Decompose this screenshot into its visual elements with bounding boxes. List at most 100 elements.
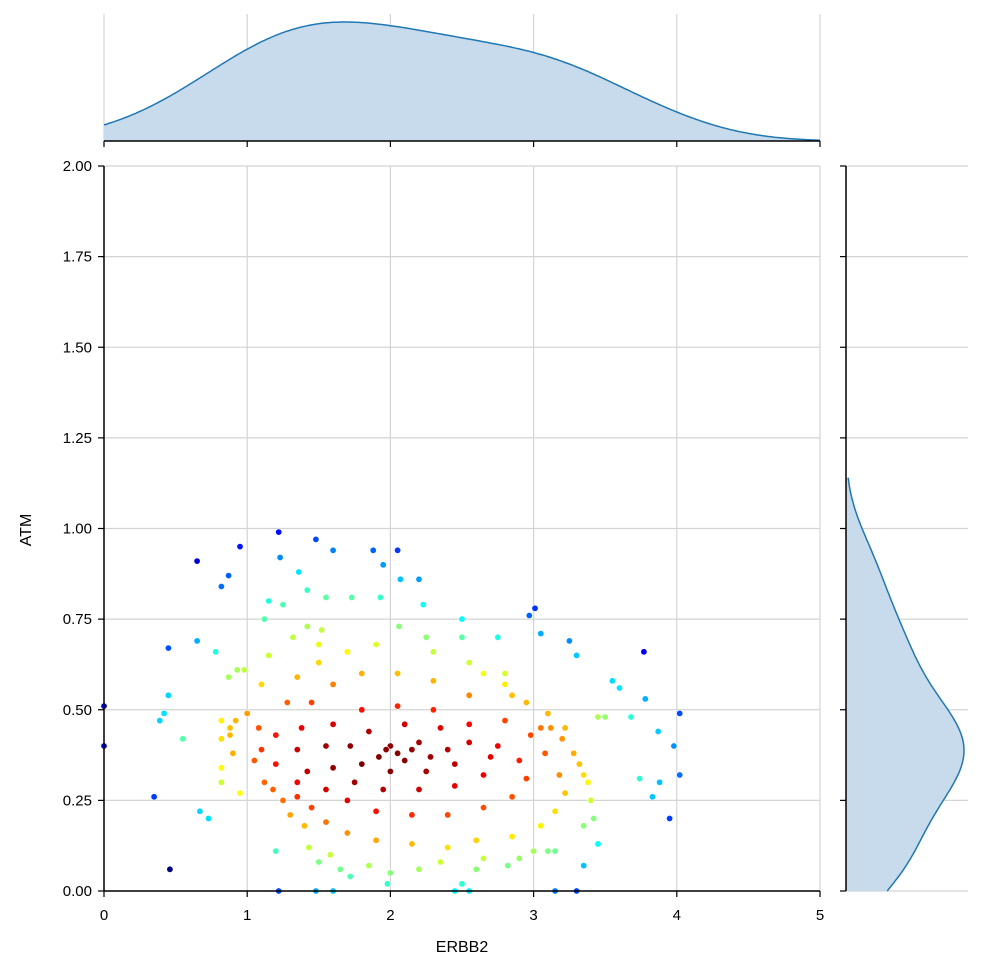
scatter-point [458, 615, 466, 623]
scatter-point [305, 843, 313, 851]
top-marginal-kde [103, 21, 821, 141]
scatter-point [329, 546, 337, 554]
scatter-point [275, 528, 283, 536]
scatter-point [670, 742, 678, 750]
scatter-point [541, 749, 549, 757]
scatter-point [561, 724, 569, 732]
scatter-point [472, 865, 480, 873]
scatter-point [293, 746, 301, 754]
scatter-point [351, 778, 359, 786]
scatter-point [415, 785, 423, 793]
scatter-point [383, 880, 391, 888]
scatter-point [217, 764, 225, 772]
scatter-point [225, 673, 233, 681]
scatter-point [369, 546, 377, 554]
scatter-point [580, 862, 588, 870]
scatter-point [458, 880, 466, 888]
scatter-point [179, 735, 187, 743]
scatter-point [276, 553, 284, 561]
scatter-point [487, 753, 495, 761]
scatter-point [494, 633, 502, 641]
scatter-point [508, 793, 516, 801]
scatter-point [343, 829, 351, 837]
scatter-point [429, 677, 437, 685]
scatter-point [479, 771, 487, 779]
scatter-point [300, 822, 308, 830]
axes-lines [103, 140, 847, 892]
scatter-point [504, 862, 512, 870]
scatter-point [217, 778, 225, 786]
scatter-point [286, 811, 294, 819]
scatter-point [365, 862, 373, 870]
scatter-point [279, 601, 287, 609]
scatter-point [531, 604, 539, 612]
scatter-point [293, 778, 301, 786]
scatter-point [508, 691, 516, 699]
scatter-point [401, 756, 409, 764]
scatter-point [522, 698, 530, 706]
scatter-point [429, 648, 437, 656]
x-axis-label: ERBB2 [436, 939, 489, 956]
scatter-point [522, 775, 530, 783]
scatter-point [283, 698, 291, 706]
scatter-point [260, 615, 268, 623]
scatter-point [303, 586, 311, 594]
scatter-point [329, 720, 337, 728]
scatter-point [358, 760, 366, 768]
scatter-point [226, 724, 234, 732]
scatter-point [422, 633, 430, 641]
scatter-point [365, 727, 373, 735]
scatter-point [322, 818, 330, 826]
scatter-point [570, 749, 578, 757]
scatter-point [565, 637, 573, 645]
scatter-point [225, 572, 233, 580]
scatter-point [494, 742, 502, 750]
scatter-point [465, 659, 473, 667]
scatter-point [594, 840, 602, 848]
scatter-point [458, 633, 466, 641]
scatter-point [501, 717, 509, 725]
scatter-point [298, 724, 306, 732]
scatter-point [358, 706, 366, 714]
scatter-point [196, 807, 204, 815]
scatter-point [594, 713, 602, 721]
scatter-point [451, 782, 459, 790]
scatter-point [472, 836, 480, 844]
scatter-point [436, 724, 444, 732]
scatter-point [312, 535, 320, 543]
scatter-point [408, 811, 416, 819]
right-marginal-kde [846, 477, 965, 892]
scatter-point [240, 666, 248, 674]
scatter-point [226, 731, 234, 739]
scatter-point [608, 677, 616, 685]
scatter-point [329, 764, 337, 772]
scatter-point [415, 738, 423, 746]
scatter-point [590, 814, 598, 822]
scatter-point [501, 669, 509, 677]
scatter-point [336, 865, 344, 873]
scatter-point [537, 724, 545, 732]
scatter-point [233, 666, 241, 674]
y-tick-label: 1.75 [63, 249, 92, 266]
scatter-point [654, 727, 662, 735]
main-grid [103, 165, 821, 892]
scatter-point [573, 651, 581, 659]
scatter-point [379, 785, 387, 793]
scatter-point [479, 804, 487, 812]
y-tick-label: 0.00 [63, 883, 92, 900]
scatter-point [426, 753, 434, 761]
scatter-point [636, 775, 644, 783]
scatter-point [322, 742, 330, 750]
scatter-point [322, 785, 330, 793]
scatter-point [386, 869, 394, 877]
scatter-point [372, 640, 380, 648]
scatter-point [444, 746, 452, 754]
scatter-point [422, 767, 430, 775]
x-tick-label: 4 [673, 907, 681, 924]
scatter-point [527, 731, 535, 739]
scatter-point [260, 778, 268, 786]
scatter-point [315, 659, 323, 667]
scatter-point [515, 756, 523, 764]
scatter-point [544, 709, 552, 717]
